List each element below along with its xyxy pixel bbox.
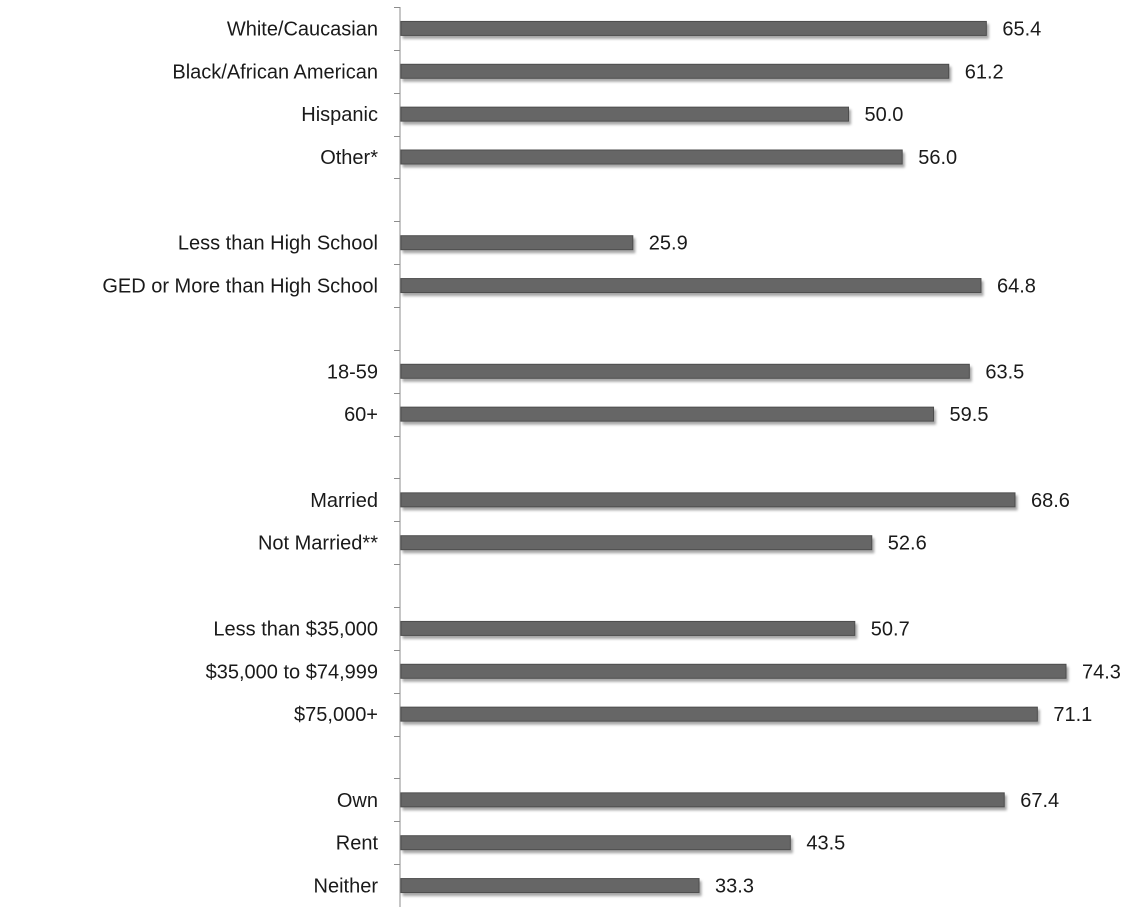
data-label: 43.5 [806,833,845,855]
bar [400,63,950,79]
bar [400,106,850,122]
data-label: 25.9 [649,233,688,255]
bar [400,406,935,422]
category-label: White/Caucasian [227,18,378,40]
bar [400,706,1038,722]
category-label: 60+ [344,404,378,426]
bar [400,492,1016,508]
data-label: 63.5 [985,361,1024,383]
bar [400,535,873,551]
bar [400,278,982,294]
bars-layer [400,20,1067,894]
bar [400,20,987,36]
data-label: 64.8 [997,276,1036,298]
bar [400,149,903,165]
data-label: 50.0 [865,104,904,126]
category-label: Not Married** [258,533,378,555]
category-label: $75,000+ [294,704,378,726]
data-label: 68.6 [1031,490,1070,512]
data-label: 61.2 [965,61,1004,83]
bar [400,878,700,894]
data-label: 65.4 [1002,18,1041,40]
bar [400,620,856,636]
bar [400,792,1005,808]
category-label: 18-59 [327,361,378,383]
data-label: 74.3 [1082,661,1121,683]
category-label: Neither [314,876,379,898]
data-label: 50.7 [871,618,910,640]
bar [400,835,791,851]
category-label: Married [310,490,378,512]
category-label: Rent [336,833,379,855]
category-label: Less than High School [178,233,378,255]
category-label: Other* [320,147,378,169]
data-label: 56.0 [918,147,957,169]
category-label: GED or More than High School [102,276,378,298]
labels-layer: 65.4 White/Caucasian 61.2 Black/African Ame… [102,18,1121,897]
data-label: 59.5 [950,404,989,426]
bar [400,363,970,379]
category-label: Less than $35,000 [213,618,378,640]
category-label: $35,000 to $74,999 [206,661,378,683]
category-label: Hispanic [301,104,378,126]
data-label: 71.1 [1053,704,1092,726]
bar [400,663,1067,679]
bar [400,235,634,251]
data-label: 33.3 [715,876,754,898]
data-label: 52.6 [888,533,927,555]
category-label: Own [337,790,378,812]
data-label: 67.4 [1020,790,1059,812]
y-axis [394,7,401,907]
category-label: Black/African American [172,61,378,83]
